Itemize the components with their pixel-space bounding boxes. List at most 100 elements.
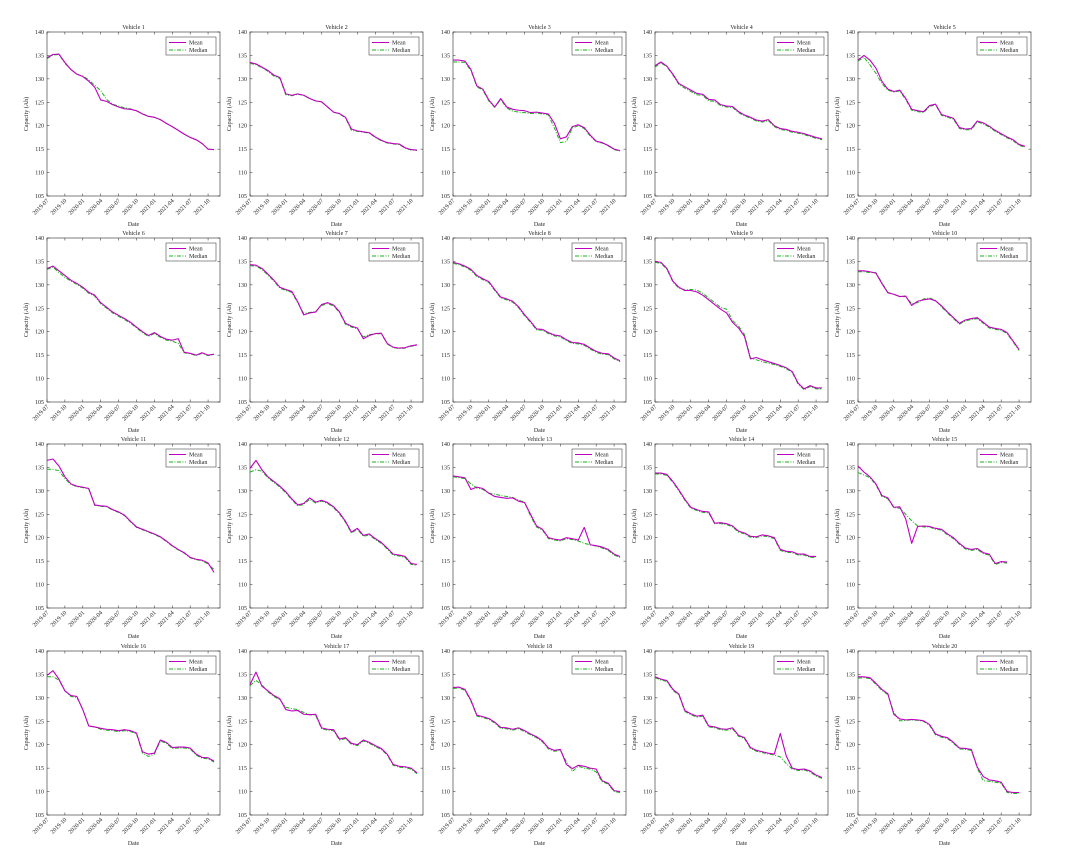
x-tick-label: 2021-07 [175,198,193,216]
x-axis-label: Date [331,634,343,640]
y-axis-label: Capacity (Ah) [23,716,30,750]
y-tick-label: 140 [441,30,450,36]
x-tick-label: 2021-01 [545,404,563,422]
y-tick-label: 115 [643,147,652,153]
y-tick-label: 105 [441,400,450,406]
y-tick-label: 120 [238,330,247,336]
legend-label-median: Median [595,460,613,466]
panel-title: Vehicle 4 [730,25,753,31]
legend-label-mean: Mean [1000,247,1014,253]
y-tick-label: 125 [441,100,450,106]
y-axis-label: Capacity (Ah) [834,303,841,337]
axes-frame [452,650,627,816]
x-tick-label: 2021-07 [986,610,1004,628]
y-tick-label: 140 [846,442,855,448]
x-tick-label: 2020-10 [730,610,748,628]
x-tick-label: 2020-04 [694,610,712,628]
y-tick-label: 140 [441,442,450,448]
legend-label-median: Median [1000,48,1018,54]
x-axis-label: Date [128,222,140,228]
panel-title: Vehicle 13 [527,437,553,443]
axes-frame [249,443,424,609]
x-tick-label: 2021-10 [599,817,617,835]
x-tick-label: 2021-07 [581,404,599,422]
y-tick-label: 130 [441,77,450,83]
x-tick-label: 2020-04 [289,404,307,422]
x-tick-label: 2021-01 [545,817,563,835]
y-tick-label: 110 [35,583,44,589]
x-tick-label: 2021-10 [599,198,617,216]
y-tick-label: 140 [238,649,247,655]
x-axis-label: Date [939,428,951,434]
x-tick-label: 2021-07 [378,610,396,628]
legend-label-median: Median [797,667,815,673]
x-axis-label: Date [534,428,546,434]
y-tick-label: 125 [643,100,652,106]
x-tick-label: 2019-07 [32,198,50,216]
x-axis-label: Date [736,634,748,640]
y-tick-label: 115 [643,766,652,772]
x-tick-label: 2020-01 [879,817,897,835]
x-tick-label: 2019-07 [843,198,861,216]
y-tick-label: 105 [441,606,450,612]
x-tick-label: 2021-01 [342,198,360,216]
x-tick-label: 2020-01 [676,610,694,628]
y-tick-label: 115 [35,766,44,772]
x-tick-label: 2021-01 [139,198,157,216]
y-tick-label: 130 [643,77,652,83]
x-tick-label: 2020-10 [528,404,546,422]
axes-frame [249,650,424,816]
y-tick-label: 115 [846,559,855,565]
x-tick-label: 2020-04 [492,404,510,422]
x-tick-label: 2021-01 [747,610,765,628]
x-tick-label: 2019-10 [50,817,68,835]
x-tick-label: 2020-01 [676,817,694,835]
x-tick-label: 2020-07 [307,610,325,628]
y-tick-label: 105 [441,813,450,819]
x-tick-label: 2021-10 [599,610,617,628]
y-tick-label: 115 [441,766,450,772]
x-tick-label: 2019-10 [50,198,68,216]
y-tick-label: 110 [846,171,855,177]
y-tick-label: 135 [846,465,855,471]
x-tick-label: 2021-07 [175,610,193,628]
x-tick-label: 2020-10 [325,610,343,628]
x-tick-label: 2021-07 [783,404,801,422]
legend-label-mean: Mean [797,41,811,47]
x-tick-label: 2020-01 [271,817,289,835]
x-tick-label: 2019-10 [658,404,676,422]
y-tick-label: 120 [238,743,247,749]
legend-label-median: Median [392,667,410,673]
y-tick-label: 130 [238,77,247,83]
x-tick-label: 2020-07 [104,610,122,628]
x-tick-label: 2019-07 [438,404,456,422]
x-tick-label: 2020-10 [325,198,343,216]
panel-title: Vehicle 18 [527,644,553,650]
y-tick-label: 135 [238,465,247,471]
x-tick-label: 2021-04 [765,610,783,628]
y-axis-label: Capacity (Ah) [23,509,30,543]
series-line-median [655,473,817,558]
legend-label-median: Median [797,254,815,260]
x-tick-label: 2019-10 [253,610,271,628]
legend-label-median: Median [595,48,613,54]
legend-label-mean: Mean [797,660,811,666]
x-tick-label: 2021-10 [396,198,414,216]
x-tick-label: 2020-04 [694,198,712,216]
x-tick-label: 2021-10 [801,198,819,216]
x-tick-label: 2020-10 [325,817,343,835]
panel-title: Vehicle 1 [122,25,145,31]
y-tick-label: 120 [35,124,44,130]
y-tick-label: 105 [238,813,247,819]
x-tick-label: 2021-07 [783,610,801,628]
x-tick-label: 2019-07 [32,610,50,628]
x-tick-label: 2021-04 [968,198,986,216]
subplot-2: Vehicle 2 105 110 115 120 125 130 135 140 2019-07… [226,25,424,228]
legend-label-mean: Mean [189,41,203,47]
x-tick-label: 2019-07 [843,404,861,422]
x-tick-label: 2019-10 [658,610,676,628]
y-tick-label: 125 [643,719,652,725]
y-tick-label: 115 [441,353,450,359]
